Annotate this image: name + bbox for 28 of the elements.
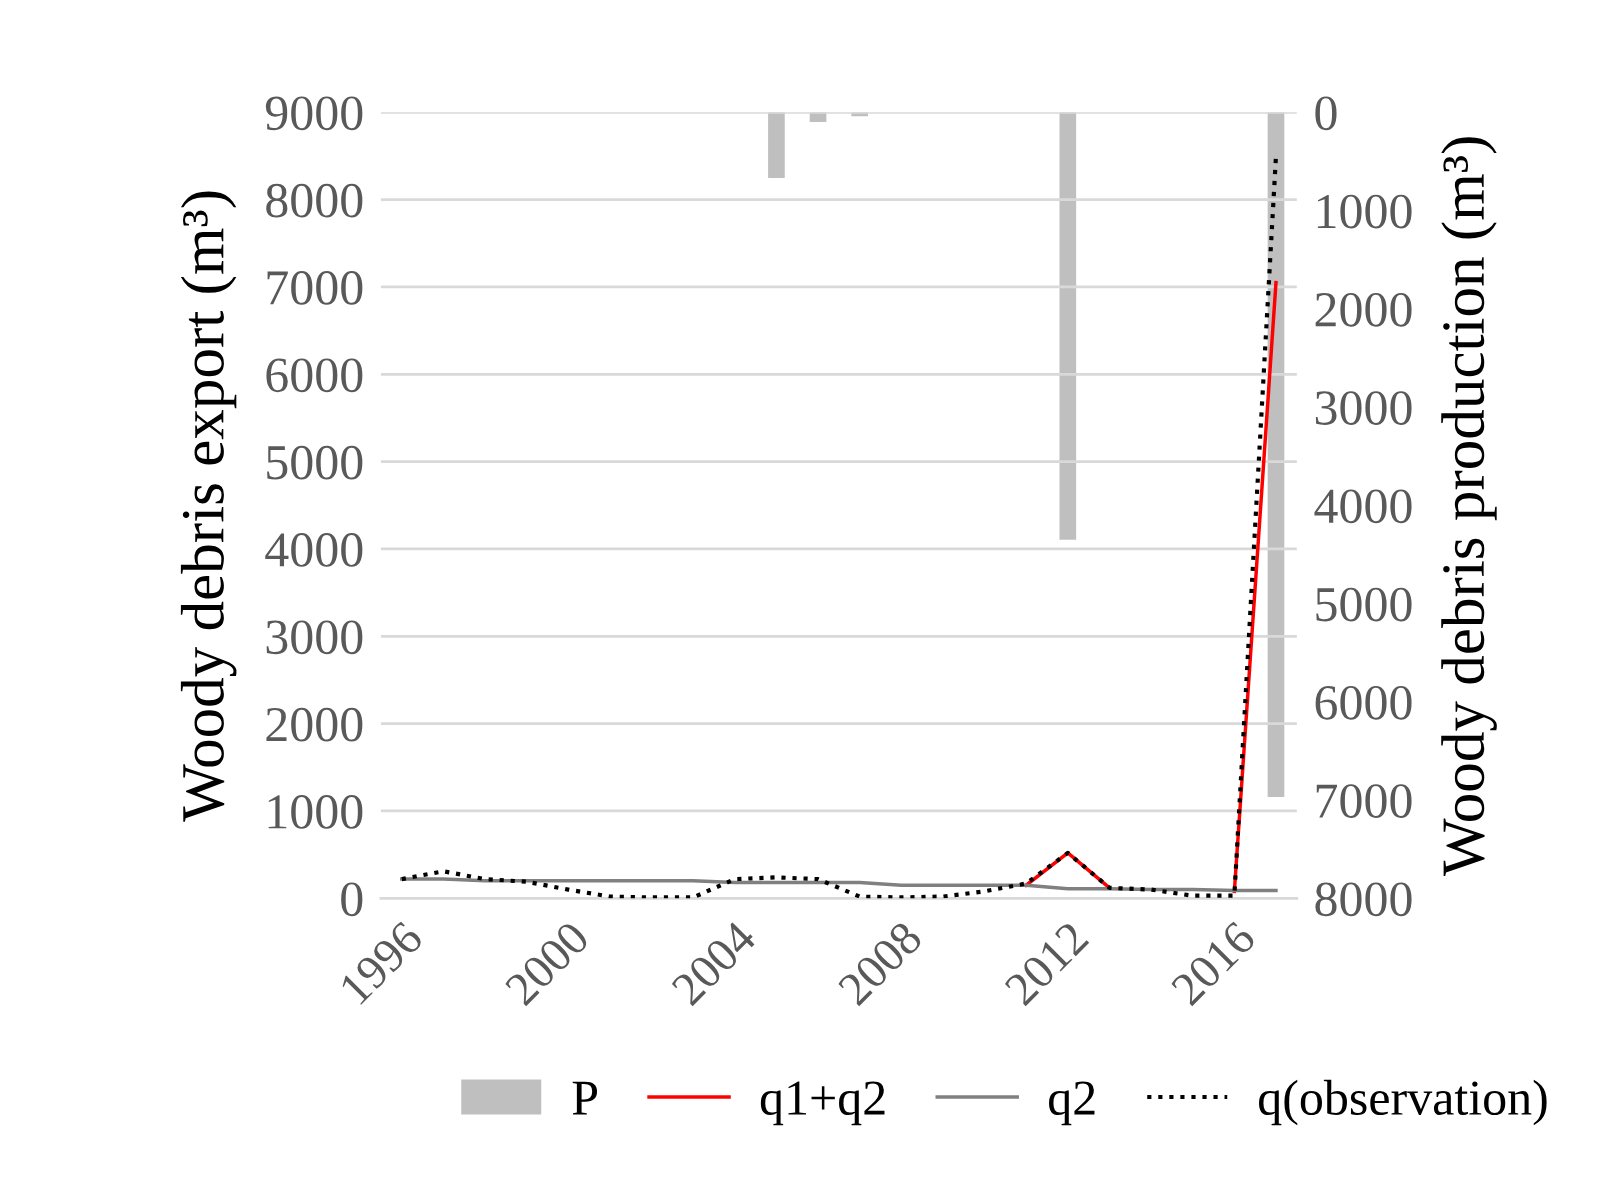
y-tick-label: 6000	[266, 358, 363, 393]
legend-label: P	[572, 1081, 598, 1115]
y2-axis-title: Woody debris production (m³)	[1441, 137, 1497, 877]
bar	[768, 112, 785, 179]
legend-label: q1+q2	[760, 1081, 885, 1126]
legend-label: q(observation)	[1259, 1079, 1547, 1126]
y-tick-label: 7000	[267, 271, 363, 305]
y2-tick-label: 1000	[1317, 194, 1412, 229]
y2-tick-label: 2000	[1315, 292, 1412, 327]
y-tick-label: 9000	[265, 96, 363, 131]
y-tick-label: 1000	[268, 795, 363, 829]
y2-tick-label: 0	[1315, 96, 1337, 131]
y2-tick-label: 5000	[1316, 587, 1412, 622]
y2-tick-label: 6000	[1315, 685, 1412, 720]
y-tick-label: 5000	[267, 445, 363, 480]
y-axis-title: Woody debris export (m³)	[180, 191, 237, 822]
y-tick-label: 4000	[265, 533, 363, 567]
line-series	[400, 877, 1278, 893]
y2-tick-label: 3000	[1315, 391, 1412, 425]
y-tick-label: 8000	[266, 183, 363, 218]
y2-tick-label: 4000	[1314, 489, 1412, 524]
y-tick-label: 2000	[266, 707, 363, 742]
y2-tick-label: 7000	[1316, 784, 1412, 818]
bar	[1059, 112, 1077, 540]
legend-label: q2	[1049, 1081, 1095, 1126]
y-tick-label: 3000	[266, 620, 363, 655]
y-tick-label: 0	[341, 882, 363, 917]
y2-tick-label: 8000	[1315, 882, 1412, 917]
